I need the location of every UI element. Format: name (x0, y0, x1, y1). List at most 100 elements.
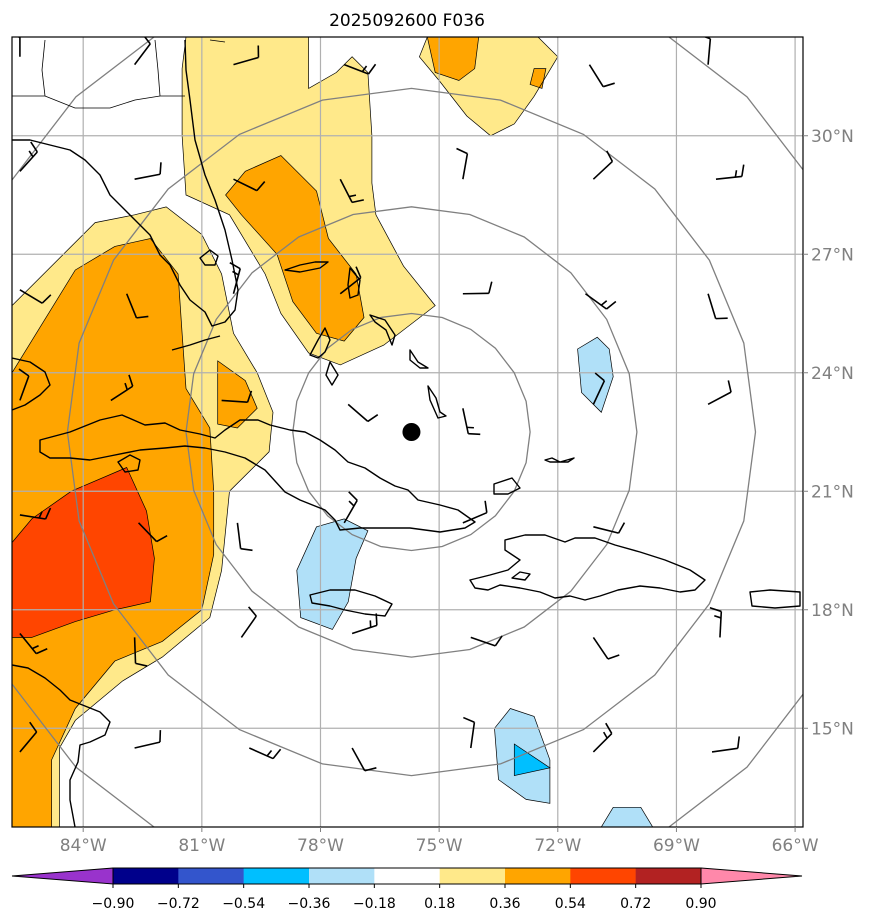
anomaly-region-6 (427, 37, 479, 81)
colorbar-label: −0.72 (157, 896, 200, 912)
coastline-turks (544, 457, 575, 463)
wind-barb-35 (240, 606, 257, 638)
y-tick-label: 15°N (811, 719, 854, 739)
anomaly-outline-2 (418, 37, 559, 137)
range-ring-0 (292, 312, 531, 552)
anomaly-outline-4 (217, 360, 258, 429)
wind-barb-33 (19, 632, 48, 655)
gridlines (12, 37, 803, 827)
coastline-puerto-rico (749, 589, 801, 609)
wind-barb-37 (470, 635, 503, 647)
wind-barb-14 (125, 293, 149, 319)
anomaly-region-5 (225, 155, 364, 342)
x-tick-label: 81°W (178, 836, 225, 856)
wind-barb-8 (233, 178, 266, 192)
colorbar-label: 0.36 (489, 896, 520, 912)
colorbar-bin-4 (374, 868, 440, 884)
wind-barb-5 (703, 37, 712, 65)
wind-barb-36 (351, 613, 378, 635)
anomaly-outline-13 (513, 743, 551, 777)
anomaly-region-4 (217, 360, 258, 428)
y-tick-label: 24°N (811, 364, 854, 384)
y-tick-label: 18°N (811, 601, 854, 621)
coastline-jamaica (309, 589, 393, 617)
wind-barb-7 (134, 162, 162, 180)
wind-barb-13 (19, 289, 52, 304)
wind-barb-4 (588, 64, 615, 88)
y-axis-ticks: 15°N 18°N 21°N 24°N 27°N 30°N (803, 127, 854, 739)
coastline-inagua (493, 477, 521, 495)
colorbar-bin-2 (243, 868, 310, 884)
wind-barb-21 (110, 374, 134, 402)
wind-barb-15 (229, 261, 241, 294)
wind-barb-44 (463, 716, 476, 749)
coastline-central-america (12, 664, 111, 827)
wind-barb-41 (134, 730, 162, 749)
borders (12, 39, 226, 109)
y-tick-label: 21°N (811, 482, 854, 502)
wind-barb-26 (707, 380, 732, 406)
wind-barb-27 (19, 507, 52, 520)
wind-barb-1 (133, 37, 151, 66)
wind-barb-9 (339, 178, 364, 204)
colorbar-label: 0.18 (424, 896, 455, 912)
colorbar-frame (112, 867, 702, 885)
wind-barb-3 (343, 63, 377, 75)
range-ring-1 (185, 206, 638, 658)
colorbar: −0.90 −0.72 −0.54 −0.36 −0.18 0.18 0.36 0.54 0.7… (11, 867, 803, 912)
coastline-eleuthera (369, 314, 396, 346)
wind-barb-24 (462, 408, 481, 436)
wind-barb-20 (18, 368, 30, 401)
wind-barb-10 (456, 147, 469, 180)
wind-barb-31 (462, 500, 488, 524)
colorbar-label: 0.90 (685, 896, 716, 912)
colorbar-bin-5 (439, 868, 506, 884)
colorbar-bin-1 (178, 868, 244, 884)
x-tick-label: 72°W (534, 836, 581, 856)
wind-barb-39 (709, 606, 723, 638)
coastline-abaco (347, 267, 361, 299)
wind-barb-40 (19, 721, 38, 753)
coastline-grand-bahama (284, 261, 329, 273)
wind-barb-38 (592, 636, 620, 660)
x-tick-label: 69°W (653, 836, 700, 856)
storm-center-marker (402, 423, 421, 441)
colorbar-label: −0.36 (288, 896, 331, 912)
wind-barb-32 (593, 522, 626, 534)
x-tick-label: 66°W (772, 836, 819, 856)
wind-barb-28 (137, 522, 168, 543)
coastlines (12, 39, 801, 827)
x-axis-ticks: 84°W 81°W 78°W 75°W 72°W 69°W 66°W (60, 827, 819, 856)
wind-barb-16 (339, 266, 362, 295)
wind-barb-22 (221, 390, 253, 404)
coastline-andros (309, 327, 331, 359)
anomaly-region-9 (296, 518, 368, 630)
wind-barb-46 (711, 736, 741, 753)
wind-barb-43 (351, 747, 377, 772)
wind-barb-42 (248, 747, 282, 760)
wind-barb-25 (592, 372, 606, 405)
wind-barb-6 (19, 141, 38, 172)
wind-barb-11 (592, 150, 614, 180)
wind-barb-45 (592, 722, 613, 753)
coastline-florida (12, 39, 239, 327)
anomaly-outline-12 (600, 806, 654, 827)
colorbar-bin-7 (570, 868, 636, 884)
anomaly-outline-6 (426, 37, 480, 81)
colorbar-label: −0.54 (222, 896, 265, 912)
coastline-keys (171, 335, 221, 351)
coastline-cuba (39, 414, 476, 533)
x-tick-label: 84°W (60, 836, 107, 856)
wind-barb-12 (715, 164, 745, 180)
anomaly-outline-1 (181, 37, 436, 366)
anomaly-outline-9 (296, 518, 369, 630)
anomaly-outline-3 (12, 238, 215, 827)
x-tick-label: 78°W (297, 836, 344, 856)
map-frame (11, 36, 804, 828)
anomaly-region-12 (601, 807, 653, 827)
colorbar-bin-6 (505, 868, 571, 884)
colorbar-extend-low (11, 867, 114, 885)
wind-barb-2 (233, 45, 260, 66)
coastline-lake-okeechobee (199, 249, 219, 266)
